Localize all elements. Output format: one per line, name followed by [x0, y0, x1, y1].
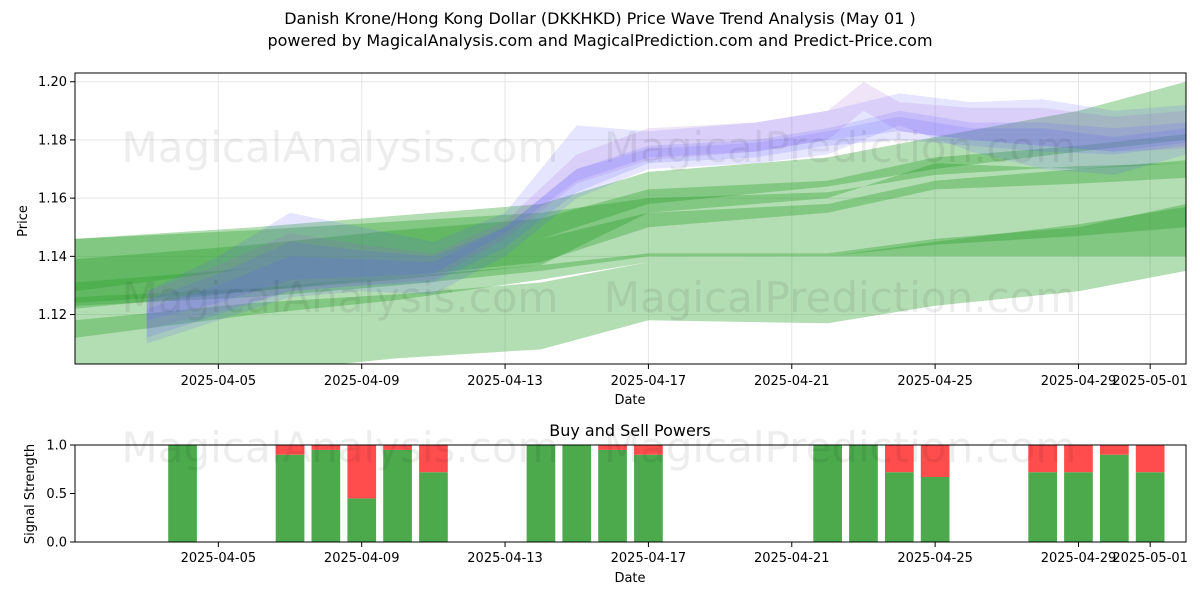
watermark-analysis-mid: MagicalAnalysis.com [122, 273, 559, 322]
price-y-axis: 1.12 1.14 1.16 1.18 1.20 [38, 75, 75, 323]
buy-bar [383, 449, 412, 542]
buy-bar [634, 454, 663, 542]
price-grid [75, 73, 1186, 364]
sell-bar [1100, 445, 1129, 455]
price-x-tick-label: 2025-04-13 [467, 374, 543, 389]
buy-bar [598, 449, 627, 542]
price-y-tick-label: 1.12 [38, 308, 67, 323]
signal-panel: Buy and Sell Powers MagicalAnalysis.com … [23, 421, 1188, 586]
chart-subtitle: powered by MagicalAnalysis.com and Magic… [267, 31, 933, 50]
signal-bars [168, 445, 1165, 542]
buy-bar [275, 454, 305, 542]
price-band-green [75, 81, 1186, 292]
price-band-green [75, 134, 1186, 303]
price-y-tick-label: 1.20 [38, 75, 67, 90]
chart-title: Danish Krone/Hong Kong Dollar (DKKHKD) P… [284, 9, 916, 28]
watermark-prediction-top: MagicalPrediction.com [604, 123, 1077, 172]
price-band-green [75, 163, 1186, 309]
sell-bar [347, 445, 377, 499]
price-panel: MagicalAnalysis.com MagicalPrediction.co… [16, 72, 1188, 408]
price-x-tick-label: 2025-04-09 [324, 374, 400, 389]
price-x-tick-label: 2025-04-05 [181, 374, 257, 389]
price-y-tick-label: 1.16 [38, 192, 67, 207]
buy-bar [1028, 472, 1057, 542]
signal-x-tick-label: 2025-05-01 [1112, 551, 1188, 566]
sell-bar [1135, 445, 1165, 473]
price-band-group [75, 81, 1186, 364]
buy-bar [849, 445, 878, 542]
price-band-green [75, 160, 1186, 338]
price-band-blue [146, 116, 1186, 321]
chart-title-block: Danish Krone/Hong Kong Dollar (DKKHKD) P… [0, 8, 1200, 52]
signal-x-axis-label: Date [614, 571, 645, 586]
sell-bar [1028, 445, 1057, 473]
sell-bar [275, 445, 305, 455]
watermark-analysis-top: MagicalAnalysis.com [122, 123, 559, 172]
price-band-green [75, 206, 1186, 364]
watermark-prediction-bottom: MagicalPrediction.com [604, 423, 1077, 472]
price-y-axis-label: Price [16, 205, 31, 237]
buy-bar [1064, 472, 1093, 542]
price-band-purple [146, 81, 1186, 330]
price-x-tick-label: 2025-04-17 [611, 374, 687, 389]
price-x-tick-label: 2025-04-25 [897, 374, 973, 389]
price-x-axis: 2025-04-05 2025-04-09 2025-04-13 2025-04-17… [181, 364, 1188, 389]
price-band-blue [146, 110, 1186, 338]
signal-y-tick-label: 0.5 [46, 487, 67, 502]
buy-bar [419, 472, 448, 542]
sell-bar [885, 445, 914, 473]
watermark-analysis-bottom: MagicalAnalysis.com [122, 423, 559, 472]
buy-bar [1100, 454, 1129, 542]
signal-x-tick-label: 2025-04-29 [1041, 551, 1117, 566]
signal-y-axis-label: Signal Strength [23, 444, 38, 544]
sell-bar [598, 445, 627, 450]
watermark-prediction-mid: MagicalPrediction.com [604, 273, 1077, 322]
buy-bar [347, 498, 377, 542]
sell-bar [1064, 445, 1093, 473]
buy-bar [526, 445, 556, 542]
buy-bar [885, 472, 914, 542]
price-band-green [75, 204, 1186, 306]
price-band-blue [146, 93, 1186, 344]
signal-y-tick-label: 0.0 [46, 536, 67, 551]
sell-bar [383, 445, 412, 450]
signal-x-tick-label: 2025-04-09 [324, 551, 400, 566]
signal-panel-title: Buy and Sell Powers [549, 421, 711, 440]
price-x-tick-label: 2025-04-21 [754, 374, 830, 389]
signal-x-tick-label: 2025-04-13 [467, 551, 543, 566]
price-bands [75, 81, 1186, 364]
price-x-axis-label: Date [614, 393, 645, 408]
price-plot-frame [74, 72, 1187, 365]
sell-bar [920, 445, 950, 477]
signal-x-tick-label: 2025-04-05 [181, 551, 257, 566]
signal-x-tick-label: 2025-04-25 [897, 551, 973, 566]
sell-bar [634, 445, 663, 455]
sell-bar [419, 445, 448, 473]
signal-x-tick-label: 2025-04-21 [754, 551, 830, 566]
buy-bar [920, 477, 950, 542]
buy-bar [311, 449, 341, 542]
buy-bar [562, 445, 592, 542]
sell-bar [311, 445, 341, 450]
buy-bar [813, 445, 842, 542]
buy-bar [168, 445, 197, 542]
signal-x-axis: 2025-04-05 2025-04-09 2025-04-13 2025-04-17… [181, 542, 1188, 566]
signal-y-axis: 0.0 0.5 1.0 [46, 439, 75, 551]
signal-x-tick-label: 2025-04-17 [611, 551, 687, 566]
price-y-tick-label: 1.18 [38, 133, 67, 148]
price-x-tick-label: 2025-04-29 [1041, 374, 1117, 389]
price-y-tick-label: 1.14 [38, 250, 67, 265]
price-x-tick-label: 2025-05-01 [1112, 374, 1188, 389]
buy-bar [1135, 472, 1165, 542]
signal-y-tick-label: 1.0 [46, 439, 67, 454]
